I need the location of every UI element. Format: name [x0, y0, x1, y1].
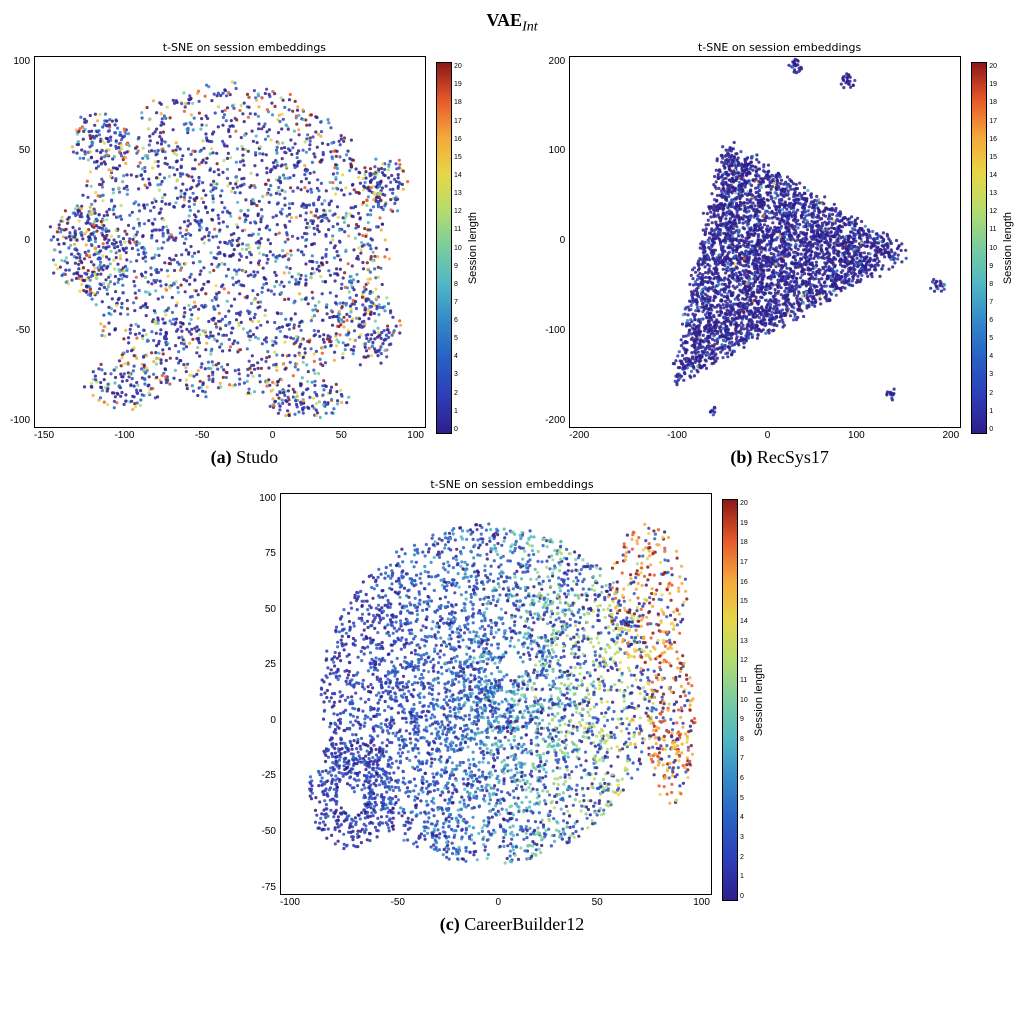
colorbar-gradient — [971, 62, 987, 434]
colorbar: 01234567891011121314151617181920 Session … — [971, 56, 1014, 441]
subplot-title: t-SNE on session embeddings — [163, 41, 326, 54]
colorbar: 01234567891011121314151617181920 Session … — [722, 493, 765, 908]
colorbar-gradient — [436, 62, 452, 434]
colorbar-label: Session length — [753, 664, 765, 736]
y-axis: 100500-50-100 — [10, 56, 34, 426]
x-axis: -200-1000100200 — [569, 430, 959, 441]
scatter-plot — [569, 56, 961, 428]
colorbar-label: Session length — [467, 212, 479, 284]
x-axis: -150-100-50050100 — [34, 430, 424, 441]
colorbar-gradient — [722, 499, 738, 901]
subplot-title: t-SNE on session embeddings — [698, 41, 861, 54]
subplot-a: t-SNE on session embeddings 100500-50-100… — [10, 41, 479, 468]
colorbar-ticks: 01234567891011121314151617181920 — [454, 63, 462, 433]
subplot-caption: (c) CareerBuilder12 — [440, 914, 584, 935]
top-row: t-SNE on session embeddings 100500-50-100… — [10, 41, 1014, 468]
bottom-row: t-SNE on session embeddings 1007550250-25… — [10, 478, 1014, 935]
y-axis: 2001000-100-200 — [545, 56, 569, 426]
subplot-title: t-SNE on session embeddings — [430, 478, 593, 491]
subplot-b: t-SNE on session embeddings 2001000-100-2… — [545, 41, 1014, 468]
y-axis: 1007550250-25-50-75 — [259, 493, 280, 893]
scatter-plot — [280, 493, 712, 895]
subplot-caption: (a) Studo — [211, 447, 279, 468]
colorbar-ticks: 01234567891011121314151617181920 — [989, 63, 997, 433]
figure-main-title: VAEInt — [10, 10, 1014, 36]
subplot-c: t-SNE on session embeddings 1007550250-25… — [259, 478, 764, 935]
x-axis: -100-50050100 — [280, 897, 710, 908]
colorbar-label: Session length — [1002, 212, 1014, 284]
subplot-caption: (b) RecSys17 — [730, 447, 829, 468]
scatter-plot — [34, 56, 426, 428]
colorbar: 01234567891011121314151617181920 Session … — [436, 56, 479, 441]
colorbar-ticks: 01234567891011121314151617181920 — [740, 500, 748, 900]
